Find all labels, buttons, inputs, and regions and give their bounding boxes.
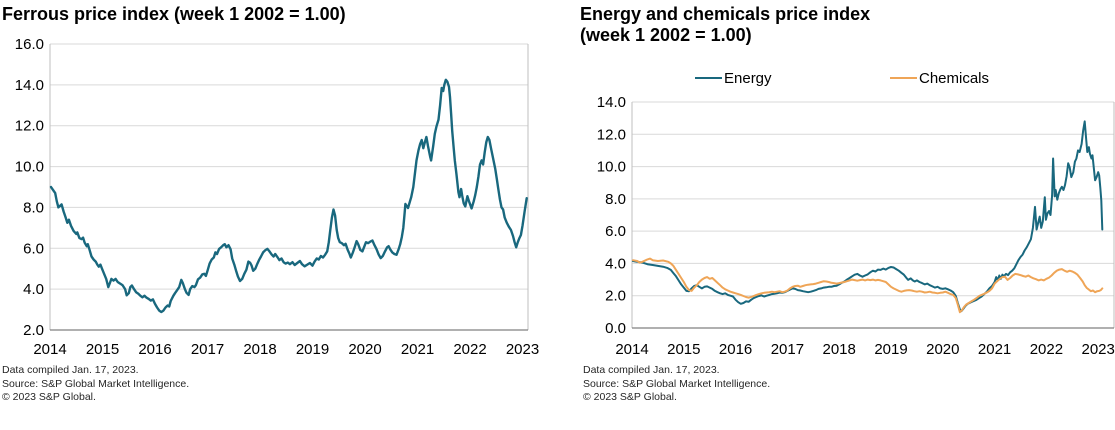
- x-tick-label: 2015: [86, 341, 119, 358]
- ferrous-series-line: [49, 78, 528, 314]
- x-tick-label: 2017: [191, 341, 224, 358]
- x-tick-label: 2019: [874, 341, 907, 358]
- y-tick-label: 16.0: [15, 36, 44, 53]
- footnote-copyright: © 2023 S&P Global.: [2, 391, 96, 403]
- y-tick-label: 6.0: [605, 223, 626, 240]
- x-tick-label: 2021: [401, 341, 434, 358]
- energy-legend-swatch: [695, 77, 722, 79]
- x-tick-label: 2014: [33, 341, 66, 358]
- energy-chemicals-chart-title: Energy and chemicals price index (week 1…: [580, 4, 870, 46]
- x-tick-label: 2023: [506, 341, 539, 358]
- x-tick-label: 2015: [667, 341, 700, 358]
- y-tick-label: 0.0: [605, 320, 626, 337]
- y-tick-label: 12.0: [597, 126, 626, 143]
- energy-series-line: [632, 120, 1104, 313]
- y-tick-label: 12.0: [15, 118, 44, 135]
- energy-legend-label: Energy: [724, 69, 772, 87]
- title-line-2: (week 1 2002 = 1.00): [580, 25, 752, 45]
- y-tick-label: 4.0: [605, 255, 626, 272]
- x-tick-label: 2016: [138, 341, 171, 358]
- ferrous-chart: Ferrous price index (week 1 2002 = 1.00)…: [0, 0, 557, 430]
- y-tick-label: 14.0: [15, 77, 44, 94]
- footnote-source: Source: S&P Global Market Intelligence.: [583, 377, 771, 390]
- ferrous-plot-area: 16.0 14.0 12.0 10.0 8.0 6.0 4.0 2.0 2014 2015 2016…: [15, 36, 539, 358]
- y-tick-label: 6.0: [23, 240, 44, 257]
- footnote-copyright: © 2023 S&P Global.: [583, 391, 677, 403]
- footnote-compiled: Data compiled Jan. 17, 2023.: [2, 364, 139, 376]
- x-tick-label: 2021: [978, 341, 1011, 358]
- footnote-source: Source: S&P Global Market Intelligence.: [2, 377, 190, 390]
- y-tick-label: 8.0: [605, 191, 626, 208]
- chemicals-legend-label: Chemicals: [919, 69, 990, 87]
- x-tick-label: 2018: [243, 341, 276, 358]
- x-tick-label: 2017: [771, 341, 804, 358]
- chemicals-legend-swatch: [890, 77, 917, 79]
- x-tick-label: 2023: [1082, 341, 1115, 358]
- energy-chemicals-chart: Energy and chemicals price index (week 1…: [557, 0, 1115, 430]
- ferrous-chart-title: Ferrous price index (week 1 2002 = 1.00): [2, 4, 346, 24]
- y-tick-label: 2.0: [23, 322, 44, 339]
- x-tick-label: 2018: [823, 341, 856, 358]
- legend-item-chemicals: Chemicals: [890, 69, 990, 87]
- x-tick-label: 2016: [719, 341, 752, 358]
- y-tick-label: 10.0: [15, 159, 44, 176]
- ferrous-footnotes: Data compiled Jan. 17, 2023. Source: S&P…: [2, 364, 189, 405]
- energy-chemicals-plot-area: 14.0 12.0 10.0 8.0 6.0 4.0 2.0 0.0 2014 2015 2016 2…: [597, 94, 1115, 358]
- title-line-1: Energy and chemicals price index: [580, 4, 871, 24]
- y-tick-label: 2.0: [605, 288, 626, 305]
- x-tick-label: 2020: [348, 341, 381, 358]
- x-tick-label: 2020: [926, 341, 959, 358]
- x-tick-label: 2019: [296, 341, 329, 358]
- y-tick-label: 8.0: [23, 199, 44, 216]
- footnote-compiled: Data compiled Jan. 17, 2023.: [583, 364, 720, 376]
- y-tick-label: 10.0: [597, 159, 626, 176]
- y-tick-label: 14.0: [597, 94, 626, 111]
- x-tick-label: 2014: [615, 341, 648, 358]
- x-tick-label: 2022: [1030, 341, 1063, 358]
- energy-chemicals-footnotes: Data compiled Jan. 17, 2023. Source: S&P…: [583, 364, 770, 405]
- y-tick-label: 4.0: [23, 281, 44, 298]
- chemicals-series-line: [632, 257, 1104, 314]
- legend-item-energy: Energy: [695, 69, 772, 87]
- x-tick-label: 2022: [453, 341, 486, 358]
